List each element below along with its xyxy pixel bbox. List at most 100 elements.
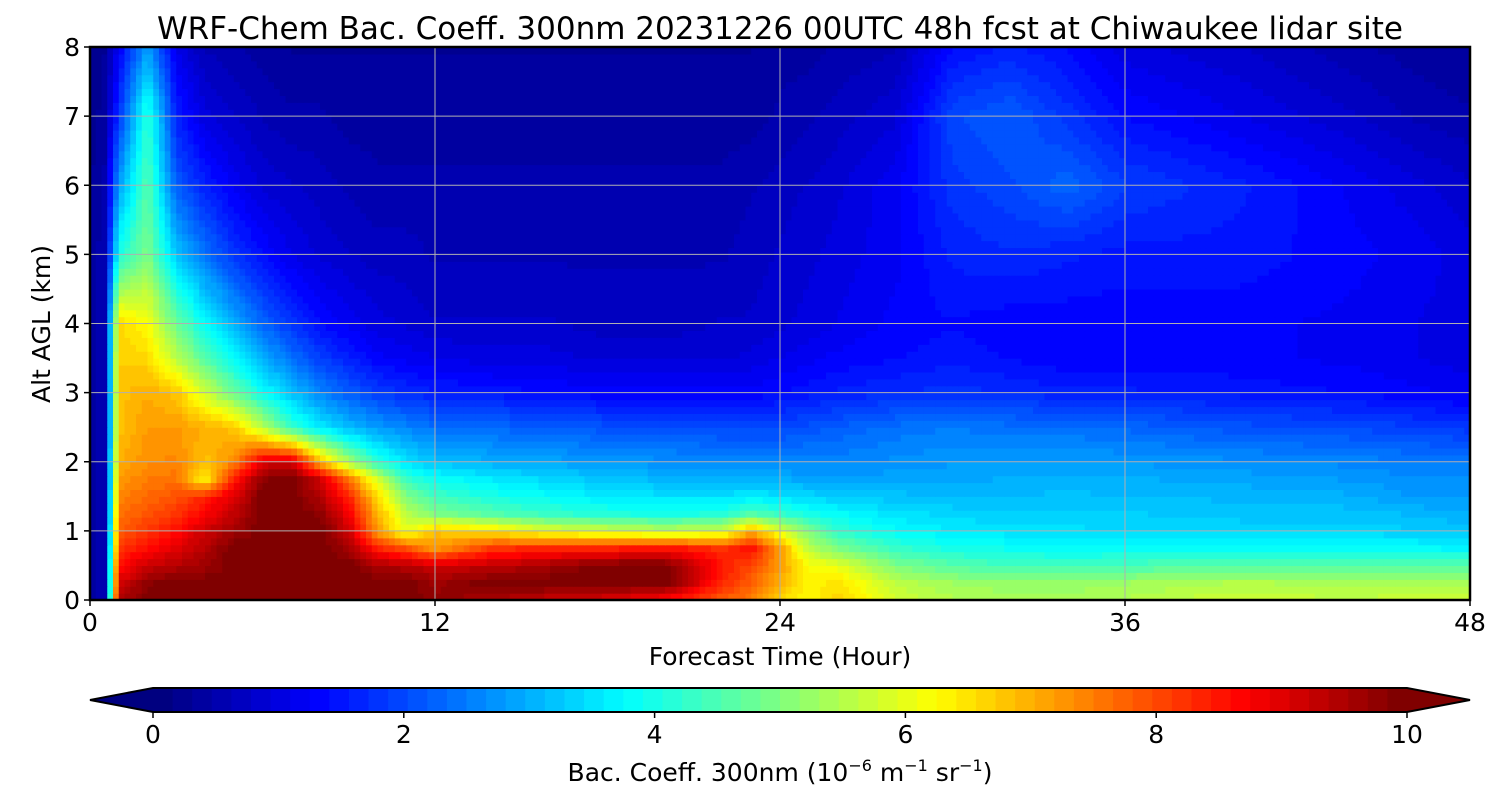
heatmap-cell (1153, 517, 1161, 525)
heatmap-cell (734, 461, 741, 470)
heatmap-cell (918, 558, 925, 567)
heatmap-cell (1073, 558, 1080, 567)
heatmap-cell (90, 461, 97, 470)
heatmap-cell (734, 593, 741, 601)
heatmap-cell (170, 496, 177, 504)
heatmap-cell (607, 496, 614, 504)
heatmap-cell (1061, 551, 1069, 560)
heatmap-cell (814, 482, 821, 490)
heatmap-cell (1291, 496, 1299, 504)
heatmap-cell (107, 475, 114, 484)
heatmap-cell (1366, 593, 1373, 601)
heatmap-cell (1297, 586, 1304, 594)
heatmap-cell (130, 530, 137, 539)
heatmap-cell (113, 572, 120, 580)
heatmap-cell (630, 475, 637, 484)
heatmap-cell (521, 593, 528, 601)
heatmap-cell (394, 537, 402, 546)
heatmap-cell (699, 496, 706, 504)
heatmap-cell (969, 454, 977, 463)
heatmap-cell (958, 551, 965, 560)
heatmap-cell (1021, 579, 1028, 587)
heatmap-cell (1125, 558, 1132, 567)
heatmap-cell (1429, 586, 1437, 594)
heatmap-cell (1044, 565, 1051, 573)
heatmap-cell (1447, 586, 1454, 594)
heatmap-cell (1378, 572, 1385, 580)
heatmap-cell (107, 468, 114, 477)
heatmap-cell (1153, 572, 1161, 580)
heatmap-cell (509, 572, 517, 580)
heatmap-cell (682, 530, 689, 539)
heatmap-cell (693, 523, 701, 532)
heatmap-cell (711, 475, 718, 484)
heatmap-cell (1435, 593, 1442, 601)
heatmap-cell (1194, 482, 1201, 490)
heatmap-cell (1004, 537, 1011, 546)
heatmap-cell (1176, 565, 1184, 573)
heatmap-cell (665, 503, 672, 511)
heatmap-cell (222, 558, 229, 567)
heatmap-cell (1452, 468, 1460, 477)
heatmap-cell (636, 475, 643, 484)
heatmap-cell (1084, 586, 1092, 594)
heatmap-cell (492, 454, 499, 463)
heatmap-cell (538, 468, 545, 477)
heatmap-cell (1291, 461, 1299, 470)
heatmap-cell (164, 579, 172, 587)
heatmap-cell (193, 482, 200, 490)
heatmap-cell (1366, 565, 1373, 573)
heatmap-cell (354, 503, 361, 511)
heatmap-cell (711, 537, 718, 546)
heatmap-cell (969, 489, 977, 497)
heatmap-cell (1153, 523, 1161, 532)
heatmap-cell (354, 510, 361, 518)
heatmap-cell (147, 565, 154, 573)
heatmap-cell (1274, 510, 1281, 518)
heatmap-cell (1395, 565, 1402, 573)
heatmap-cell (182, 586, 189, 594)
heatmap-cell (1050, 517, 1057, 525)
heatmap-cell (670, 461, 678, 470)
heatmap-cell (814, 572, 821, 580)
heatmap-cell (1096, 510, 1103, 518)
heatmap-cell (475, 503, 482, 511)
heatmap-cell (216, 461, 223, 470)
heatmap-cell (509, 468, 517, 477)
heatmap-cell (555, 565, 563, 573)
heatmap-cell (952, 503, 959, 511)
heatmap-cell (952, 496, 959, 504)
heatmap-cell (1148, 593, 1155, 601)
heatmap-cell (1268, 537, 1276, 546)
heatmap-cell (1360, 586, 1368, 594)
heatmap-cell (239, 461, 246, 470)
heatmap-cell (1320, 537, 1327, 546)
heatmap-cell (1424, 468, 1431, 477)
heatmap-cell (222, 510, 229, 518)
heatmap-cell (256, 496, 264, 504)
heatmap-cell (826, 537, 833, 546)
heatmap-cell (693, 461, 701, 470)
heatmap-cell (251, 565, 258, 573)
heatmap-cell (377, 544, 384, 553)
heatmap-cell (1194, 544, 1201, 553)
heatmap-cell (929, 461, 936, 470)
heatmap-cell (601, 523, 609, 532)
heatmap-cell (1004, 517, 1011, 525)
heatmap-cell (555, 551, 563, 560)
heatmap-cell (1280, 537, 1287, 546)
heatmap-cell (366, 454, 373, 463)
heatmap-cell (486, 510, 494, 518)
heatmap-cell (164, 530, 172, 539)
heatmap-cell (762, 503, 770, 511)
heatmap-cell (90, 482, 97, 490)
heatmap-cell (1441, 558, 1448, 567)
heatmap-cell (1102, 572, 1109, 580)
heatmap-cell (1165, 517, 1172, 525)
heatmap-cell (820, 551, 827, 560)
heatmap-cell (642, 579, 649, 587)
heatmap-cell (619, 468, 626, 477)
heatmap-cell (941, 468, 948, 477)
heatmap-cell (521, 523, 528, 532)
heatmap-cell (153, 510, 160, 518)
